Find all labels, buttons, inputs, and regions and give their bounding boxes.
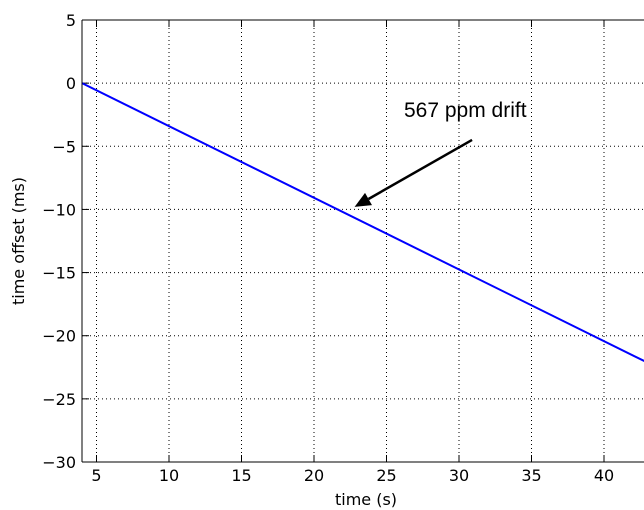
y-tick-label: −15 xyxy=(42,264,76,283)
y-tick-label: −20 xyxy=(42,327,76,346)
annotation-arrow-shaft xyxy=(367,138,473,201)
x-tick-label: 35 xyxy=(521,466,541,485)
y-tick-label: 0 xyxy=(66,74,76,93)
series-group xyxy=(81,82,644,363)
annotation: 567 ppm drift xyxy=(354,99,527,207)
annotation-text: 567 ppm drift xyxy=(404,99,527,122)
x-tick-label: 10 xyxy=(159,466,179,485)
y-tick-label: −5 xyxy=(52,137,76,156)
plot-area xyxy=(82,20,644,462)
x-ticks: 5 10 15 20 25 30 35 40 xyxy=(91,20,614,485)
x-tick-label: 40 xyxy=(594,466,614,485)
y-tick-label: −30 xyxy=(42,453,76,472)
y-tick-label: −10 xyxy=(42,200,76,219)
y-tick-label: 5 xyxy=(66,11,76,30)
x-tick-label: 30 xyxy=(449,466,469,485)
x-tick-label: 15 xyxy=(231,466,251,485)
annotation-arrow-head xyxy=(354,192,372,207)
x-tick-label: 5 xyxy=(91,466,101,485)
y-ticks: 5 0 −5 −10 −15 −20 −25 −30 xyxy=(42,11,89,472)
x-tick-label: 25 xyxy=(376,466,396,485)
y-axis-label: time offset (ms) xyxy=(9,177,28,305)
x-tick-label: 20 xyxy=(304,466,324,485)
y-tick-label: −25 xyxy=(42,390,76,409)
drift-line xyxy=(81,82,644,363)
x-axis-label: time (s) xyxy=(335,490,397,509)
